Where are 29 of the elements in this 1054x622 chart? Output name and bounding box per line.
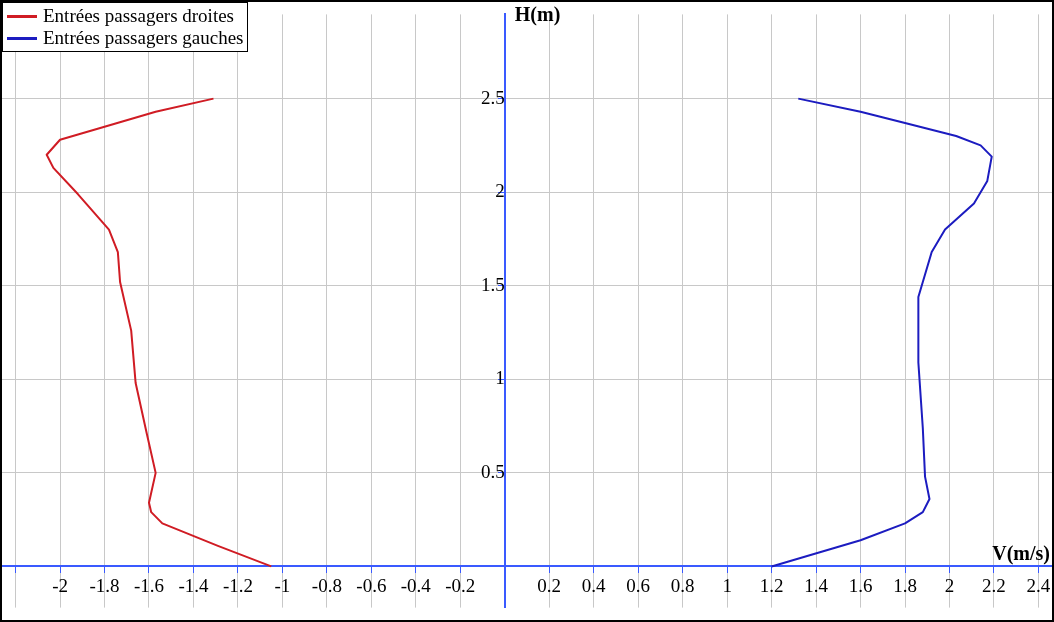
y-axis-title: H(m)	[514, 3, 561, 27]
x-tick-label: 1.8	[893, 574, 917, 596]
x-tick-label: -0.8	[311, 574, 342, 596]
legend-label: Entrées passagers droites	[43, 5, 234, 27]
x-tick-label: -0.4	[400, 574, 432, 596]
legend-label: Entrées passagers gauches	[43, 27, 244, 49]
x-tick-label: -1	[274, 574, 291, 596]
x-tick-label: -0.2	[445, 574, 476, 596]
x-tick-label: 1	[722, 574, 732, 596]
y-tick-label: 1.5	[481, 273, 505, 295]
x-tick-label: 1.4	[804, 574, 829, 596]
x-tick-label: 1.2	[759, 574, 784, 596]
x-tick-label: -1.6	[133, 574, 165, 596]
x-tick-label: 2.4	[1026, 574, 1051, 596]
x-tick-label: -2	[52, 574, 68, 596]
x-tick-label: 0.8	[670, 574, 695, 596]
x-tick-label: 0.2	[537, 574, 562, 596]
y-tick-label: 0.5	[481, 460, 505, 482]
x-tick-label: -1.4	[178, 574, 209, 596]
x-tick-label: -1.8	[89, 574, 120, 596]
x-tick-label: 0.6	[626, 574, 651, 596]
x-tick-label: 2	[944, 574, 955, 596]
x-tick-label: 2.2	[982, 574, 1006, 596]
x-tick-label: 0.4	[581, 574, 607, 596]
x-axis-title: V(m/s)	[992, 541, 1050, 565]
x-tick-label: 1.6	[848, 574, 873, 596]
x-tick-label: -1.2	[222, 574, 253, 596]
y-tick-label: 2.5	[481, 86, 505, 108]
x-tick-label: -0.6	[356, 574, 387, 596]
